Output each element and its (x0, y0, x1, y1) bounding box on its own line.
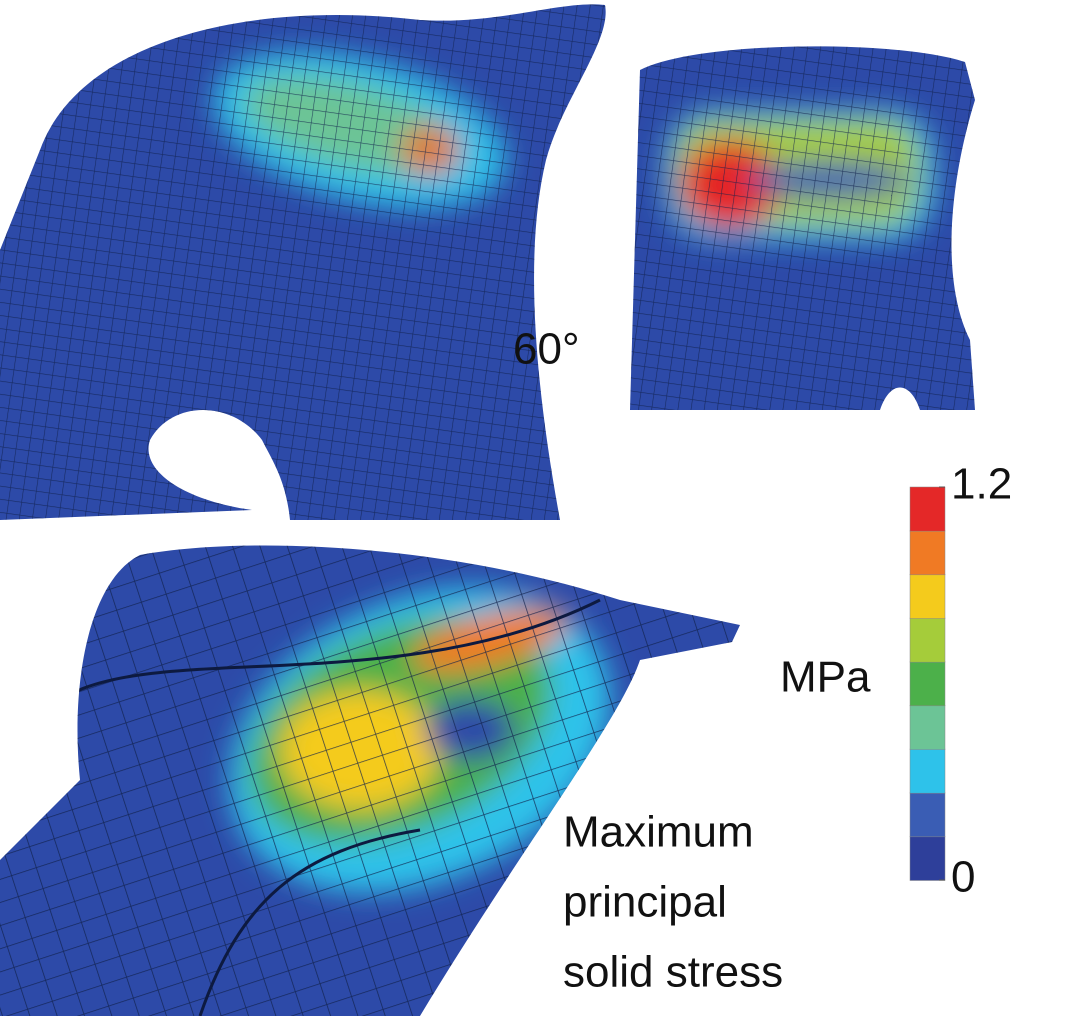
colorbar-band (910, 487, 945, 531)
legend-label: solid stress (563, 948, 783, 997)
colorbar-tick-label: 1.2 (951, 460, 1012, 509)
legend-label: principal (563, 878, 727, 927)
colorbar-tick-label: 0 (951, 853, 975, 902)
mesh-bottom (0, 529, 750, 1016)
figure: 60° MPa Maximum principal solid stress 0… (0, 0, 1073, 1016)
colorbar-band (910, 662, 945, 706)
colorbar-unit: MPa (780, 653, 871, 702)
colorbar-band (910, 531, 945, 575)
mesh-top-left (0, 0, 620, 530)
colorbar-band (910, 618, 945, 662)
colorbar: 01.2 (910, 460, 1012, 902)
colorbar-band (910, 836, 945, 880)
colorbar-band (910, 793, 945, 837)
colorbar-band (910, 574, 945, 618)
colorbar-band (910, 749, 945, 793)
legend-label: Maximum (563, 808, 754, 857)
mesh-top-right (620, 30, 980, 420)
view-angle: 60° (513, 325, 580, 374)
colorbar-band (910, 705, 945, 749)
